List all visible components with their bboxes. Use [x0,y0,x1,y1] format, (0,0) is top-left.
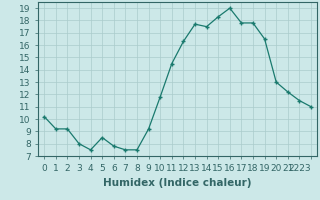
X-axis label: Humidex (Indice chaleur): Humidex (Indice chaleur) [103,178,252,188]
